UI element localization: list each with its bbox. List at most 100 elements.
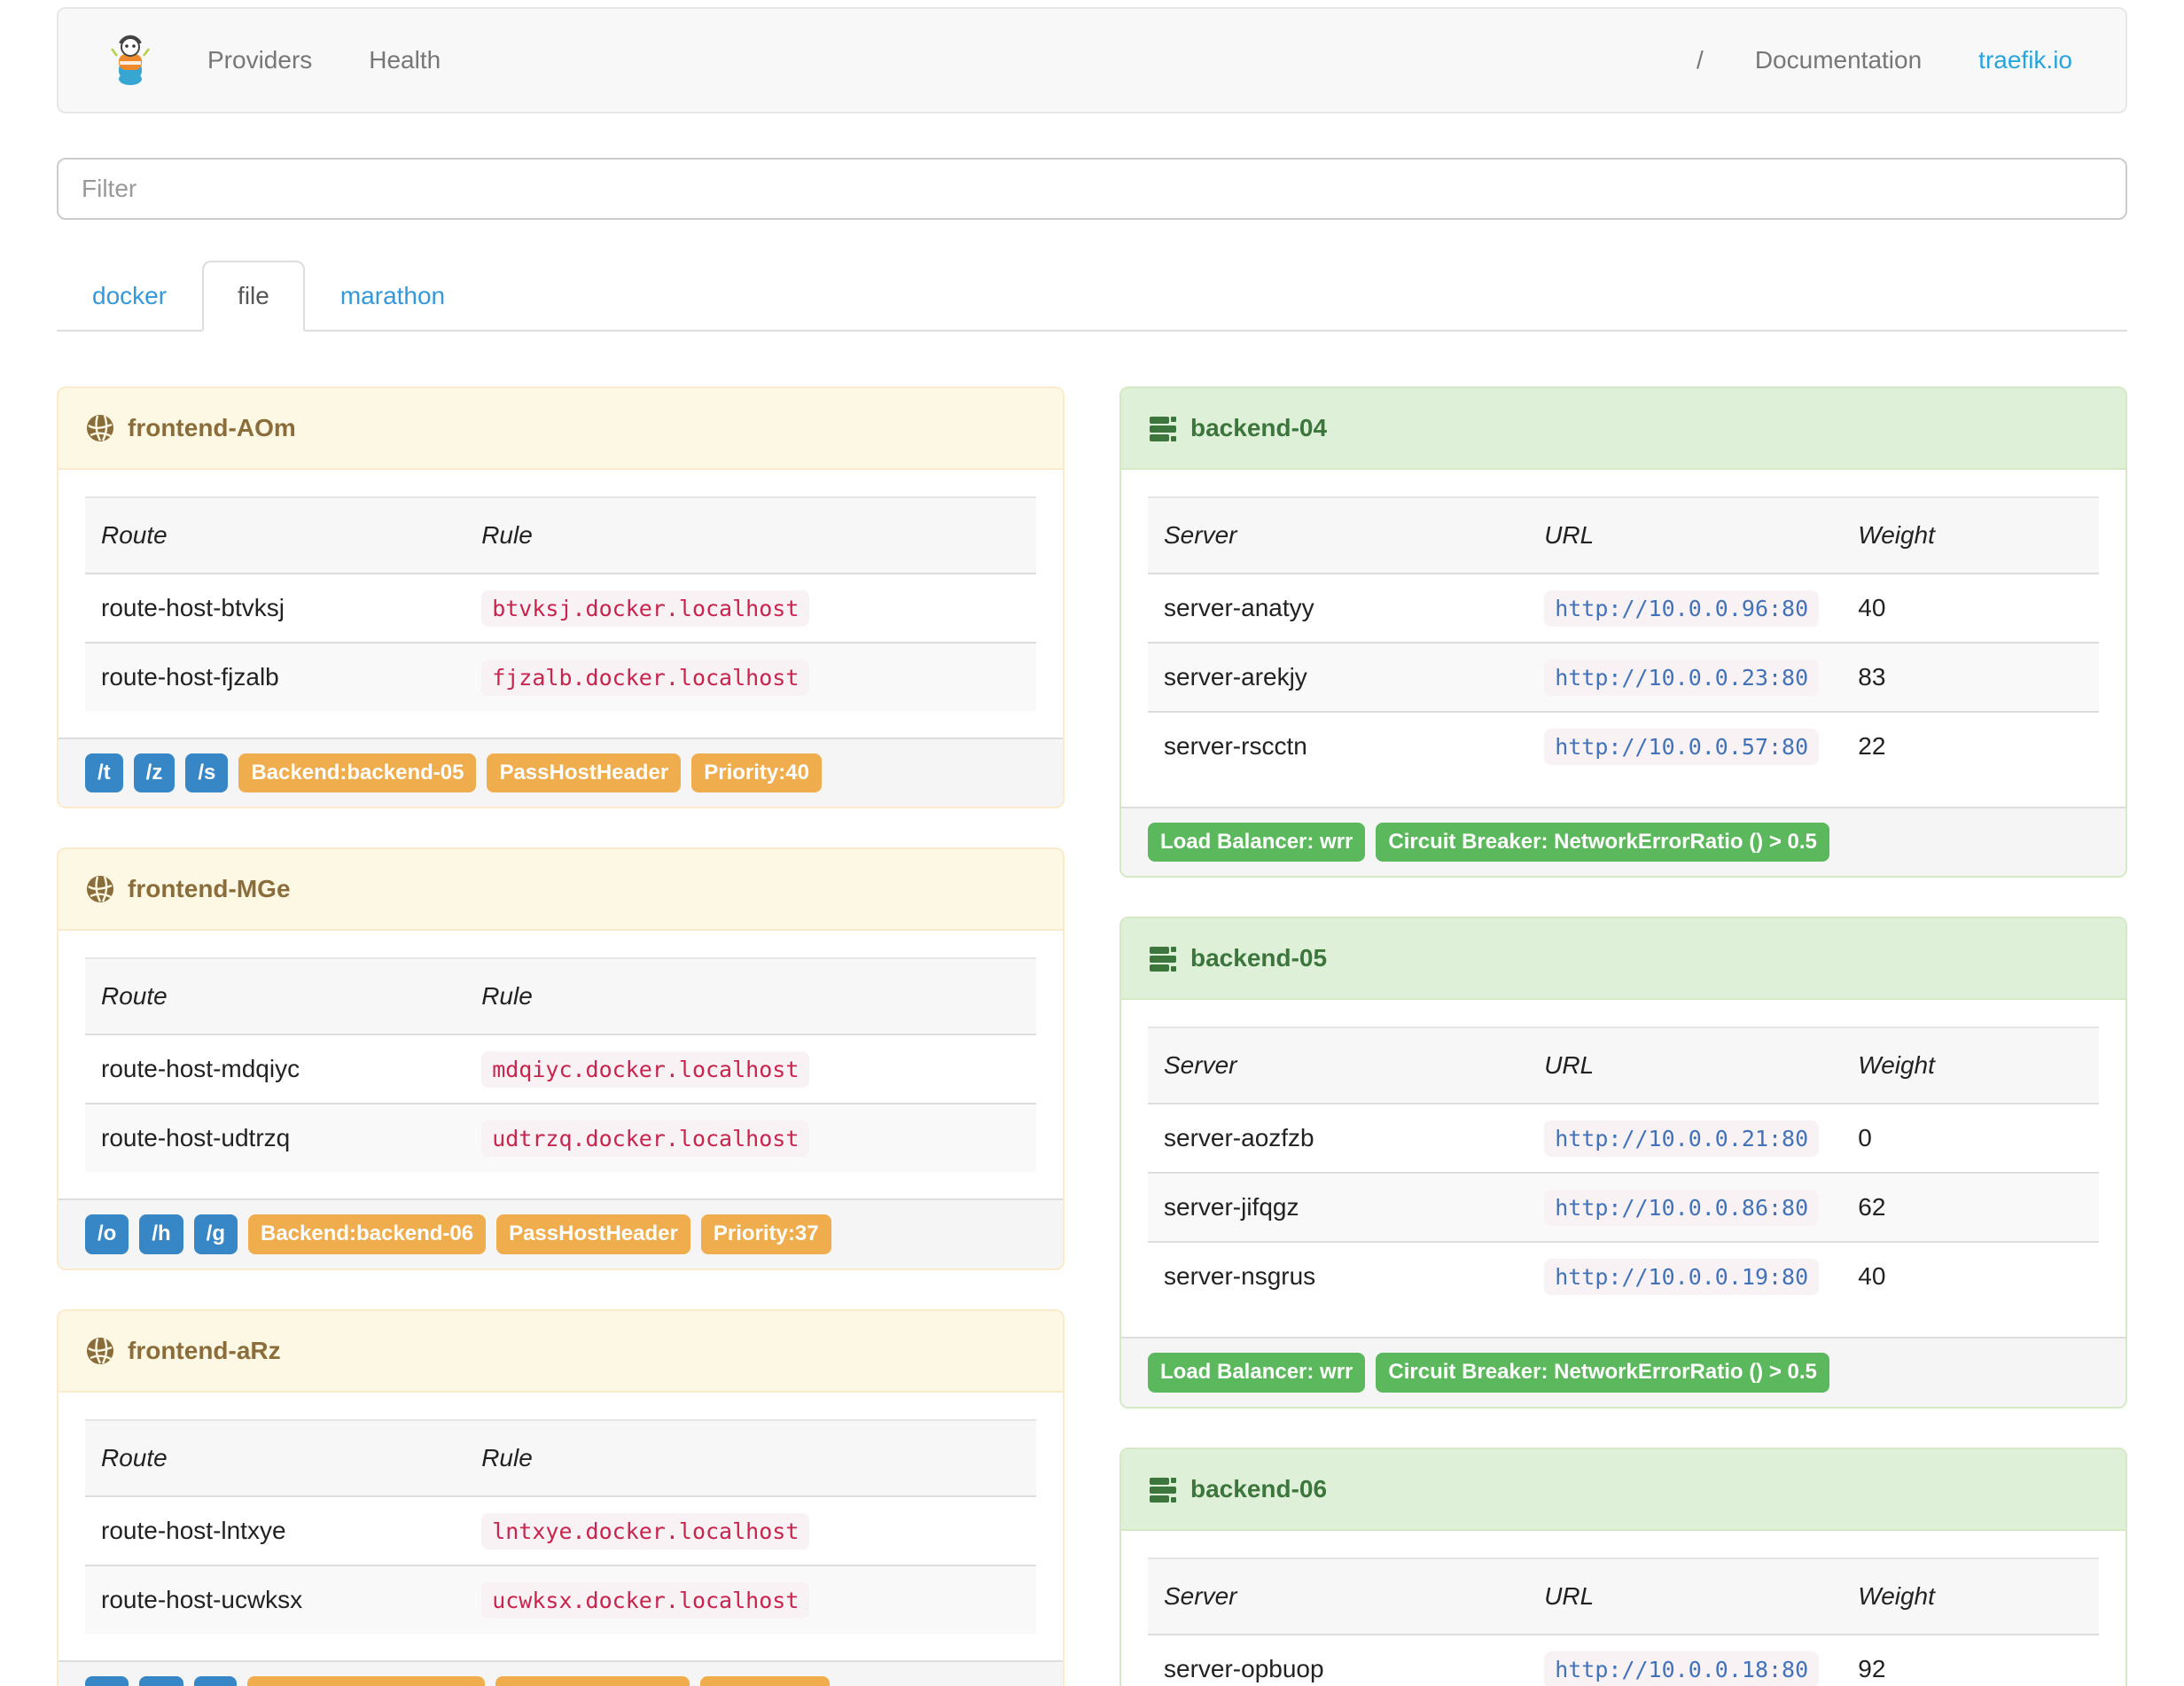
route-name: route-host-lntxye (101, 1516, 286, 1544)
nav-traefik-io[interactable]: traefik.io (1978, 46, 2072, 74)
entrypoint-badge: /h (139, 1214, 183, 1254)
server-url-code: http://10.0.0.57:80 (1544, 729, 1820, 765)
entrypoint-badge: /b (85, 1675, 129, 1686)
column-header-route: Route (101, 1443, 168, 1471)
table-header-row: Route Rule (85, 958, 1036, 1035)
route-name: route-host-mdqiyc (101, 1055, 300, 1083)
table-row: server-opbuop http://10.0.0.18:80 92 (1148, 1635, 2099, 1686)
server-url-code: http://10.0.0.23:80 (1544, 660, 1820, 696)
column-header-url: URL (1544, 1581, 1595, 1610)
entrypoint-badge: /o (85, 1214, 129, 1254)
globe-icon (85, 1336, 115, 1366)
globe-icon (85, 413, 115, 443)
nav-providers[interactable]: Providers (207, 46, 313, 74)
filter-bar (57, 158, 2127, 220)
provider-tabs: docker file marathon (57, 261, 2127, 332)
frontends-column: frontend-AOm Route Rule route-host-btvks… (57, 386, 1065, 1686)
backend-card-footer: Load Balancer: wrr Circuit Breaker: Netw… (1121, 1337, 2126, 1407)
route-name: route-host-udtrzq (101, 1124, 291, 1152)
filter-input[interactable] (57, 158, 2127, 220)
backend-card: backend-04 Server URL Weight server-anat… (1119, 386, 2127, 878)
server-name: server-jifqgz (1164, 1193, 1299, 1222)
entrypoint-badge: /t (85, 753, 123, 793)
table-row: route-host-lntxye lntxye.docker.localhos… (85, 1496, 1036, 1565)
nav-health[interactable]: Health (369, 46, 441, 74)
server-name: server-arekjy (1164, 663, 1307, 691)
backend-card-footer: Load Balancer: wrr Circuit Breaker: Netw… (1121, 807, 2126, 877)
frontend-card: frontend-AOm Route Rule route-host-btvks… (57, 386, 1065, 809)
nav-documentation[interactable]: Documentation (1754, 46, 1923, 74)
servers-table: Server URL Weight server-aozfzb http://1… (1148, 1026, 2099, 1310)
rule-code: ucwksx.docker.localhost (481, 1581, 810, 1619)
routes-table: Route Rule route-host-mdqiyc mdqiyc.dock… (85, 957, 1036, 1173)
table-row: server-jifqgz http://10.0.0.86:80 62 (1148, 1173, 2099, 1243)
server-url-code: http://10.0.0.18:80 (1544, 1651, 1820, 1686)
entrypoint-badge: /g (139, 1675, 183, 1686)
table-row: route-host-btvksj btvksj.docker.localhos… (85, 574, 1036, 643)
load-balancer-badge: Load Balancer: wrr (1148, 1353, 1366, 1393)
column-header-weight: Weight (1858, 1051, 1935, 1080)
backend-card-body: Server URL Weight server-opbuop http://1… (1121, 1531, 2126, 1686)
priority-badge: Priority:37 (700, 1214, 831, 1254)
circuit-breaker-badge: Circuit Breaker: NetworkErrorRatio () > … (1376, 823, 1829, 863)
table-row: route-host-udtrzq udtrzq.docker.localhos… (85, 1104, 1036, 1173)
server-icon (1148, 413, 1178, 443)
entrypoint-badge: /y (193, 1675, 237, 1686)
server-url-code: http://10.0.0.19:80 (1544, 1259, 1820, 1296)
server-name: server-nsgrus (1164, 1262, 1316, 1291)
frontend-card: frontend-aRz Route Rule route-host-lntxy… (57, 1308, 1065, 1686)
servers-table: Server URL Weight server-anatyy http://1… (1148, 496, 2099, 780)
table-row: server-nsgrus http://10.0.0.19:80 40 (1148, 1242, 2099, 1310)
frontend-card-footer: /b /g /y Backend:backend-04 PassHostHead… (58, 1659, 1063, 1686)
backend-card-header: backend-06 (1121, 1448, 2126, 1531)
backend-ref-badge: Backend:backend-04 (246, 1675, 485, 1686)
frontend-card-header: frontend-aRz (58, 1310, 1063, 1393)
backend-card: backend-05 Server URL Weight server-aozf… (1119, 917, 2127, 1409)
table-row: route-host-fjzalb fjzalb.docker.localhos… (85, 643, 1036, 711)
passhostheader-badge: PassHostHeader (496, 1214, 690, 1254)
frontend-title: frontend-MGe (128, 875, 291, 903)
column-header-server: Server (1164, 1581, 1237, 1610)
passhostheader-badge: PassHostHeader (487, 753, 682, 793)
frontend-card-footer: /t /z /s Backend:backend-05 PassHostHead… (58, 738, 1063, 808)
table-row: server-aozfzb http://10.0.0.21:80 0 (1148, 1104, 2099, 1173)
load-balancer-badge: Load Balancer: wrr (1148, 823, 1366, 863)
backend-title: backend-04 (1190, 414, 1328, 441)
server-url-code: http://10.0.0.86:80 (1544, 1190, 1820, 1227)
rule-code: lntxye.docker.localhost (481, 1512, 810, 1549)
column-header-server: Server (1164, 1051, 1237, 1080)
frontend-card-header: frontend-MGe (58, 849, 1063, 932)
table-header-row: Server URL Weight (1148, 1557, 2099, 1635)
column-header-server: Server (1164, 521, 1237, 549)
rule-code: btvksj.docker.localhost (481, 590, 810, 627)
tab-marathon[interactable]: marathon (339, 282, 446, 309)
column-header-rule: Rule (481, 982, 533, 1011)
frontend-card-header: frontend-AOm (58, 388, 1063, 470)
circuit-breaker-badge: Circuit Breaker: NetworkErrorRatio () > … (1376, 1353, 1829, 1393)
route-name: route-host-fjzalb (101, 663, 279, 691)
entrypoint-badge: /s (185, 753, 229, 793)
server-name: server-rscctn (1164, 732, 1307, 760)
backend-title: backend-06 (1190, 1474, 1328, 1503)
globe-icon (85, 874, 115, 904)
backend-card: backend-06 Server URL Weight server-opbu… (1119, 1447, 2127, 1686)
table-row: server-arekjy http://10.0.0.23:80 83 (1148, 643, 2099, 712)
column-header-route: Route (101, 521, 168, 549)
tab-file[interactable]: file (202, 261, 305, 332)
server-weight: 40 (1858, 594, 1886, 621)
frontend-card-body: Route Rule route-host-btvksj btvksj.dock… (58, 470, 1063, 738)
table-header-row: Route Rule (85, 497, 1036, 574)
backend-ref-badge: Backend:backend-05 (238, 753, 477, 793)
servers-table: Server URL Weight server-opbuop http://1… (1148, 1557, 2099, 1686)
backend-card-body: Server URL Weight server-anatyy http://1… (1121, 470, 2126, 807)
route-name: route-host-ucwksx (101, 1585, 303, 1613)
server-url-code: http://10.0.0.21:80 (1544, 1120, 1820, 1158)
column-header-route: Route (101, 982, 168, 1011)
server-weight: 92 (1858, 1654, 1886, 1682)
tab-docker[interactable]: docker (92, 282, 168, 309)
priority-badge: Priority:29 (699, 1675, 831, 1686)
table-header-row: Server URL Weight (1148, 497, 2099, 574)
entrypoint-badge: /g (193, 1214, 238, 1254)
traefik-logo-icon[interactable] (83, 35, 179, 86)
server-weight: 83 (1858, 663, 1886, 691)
